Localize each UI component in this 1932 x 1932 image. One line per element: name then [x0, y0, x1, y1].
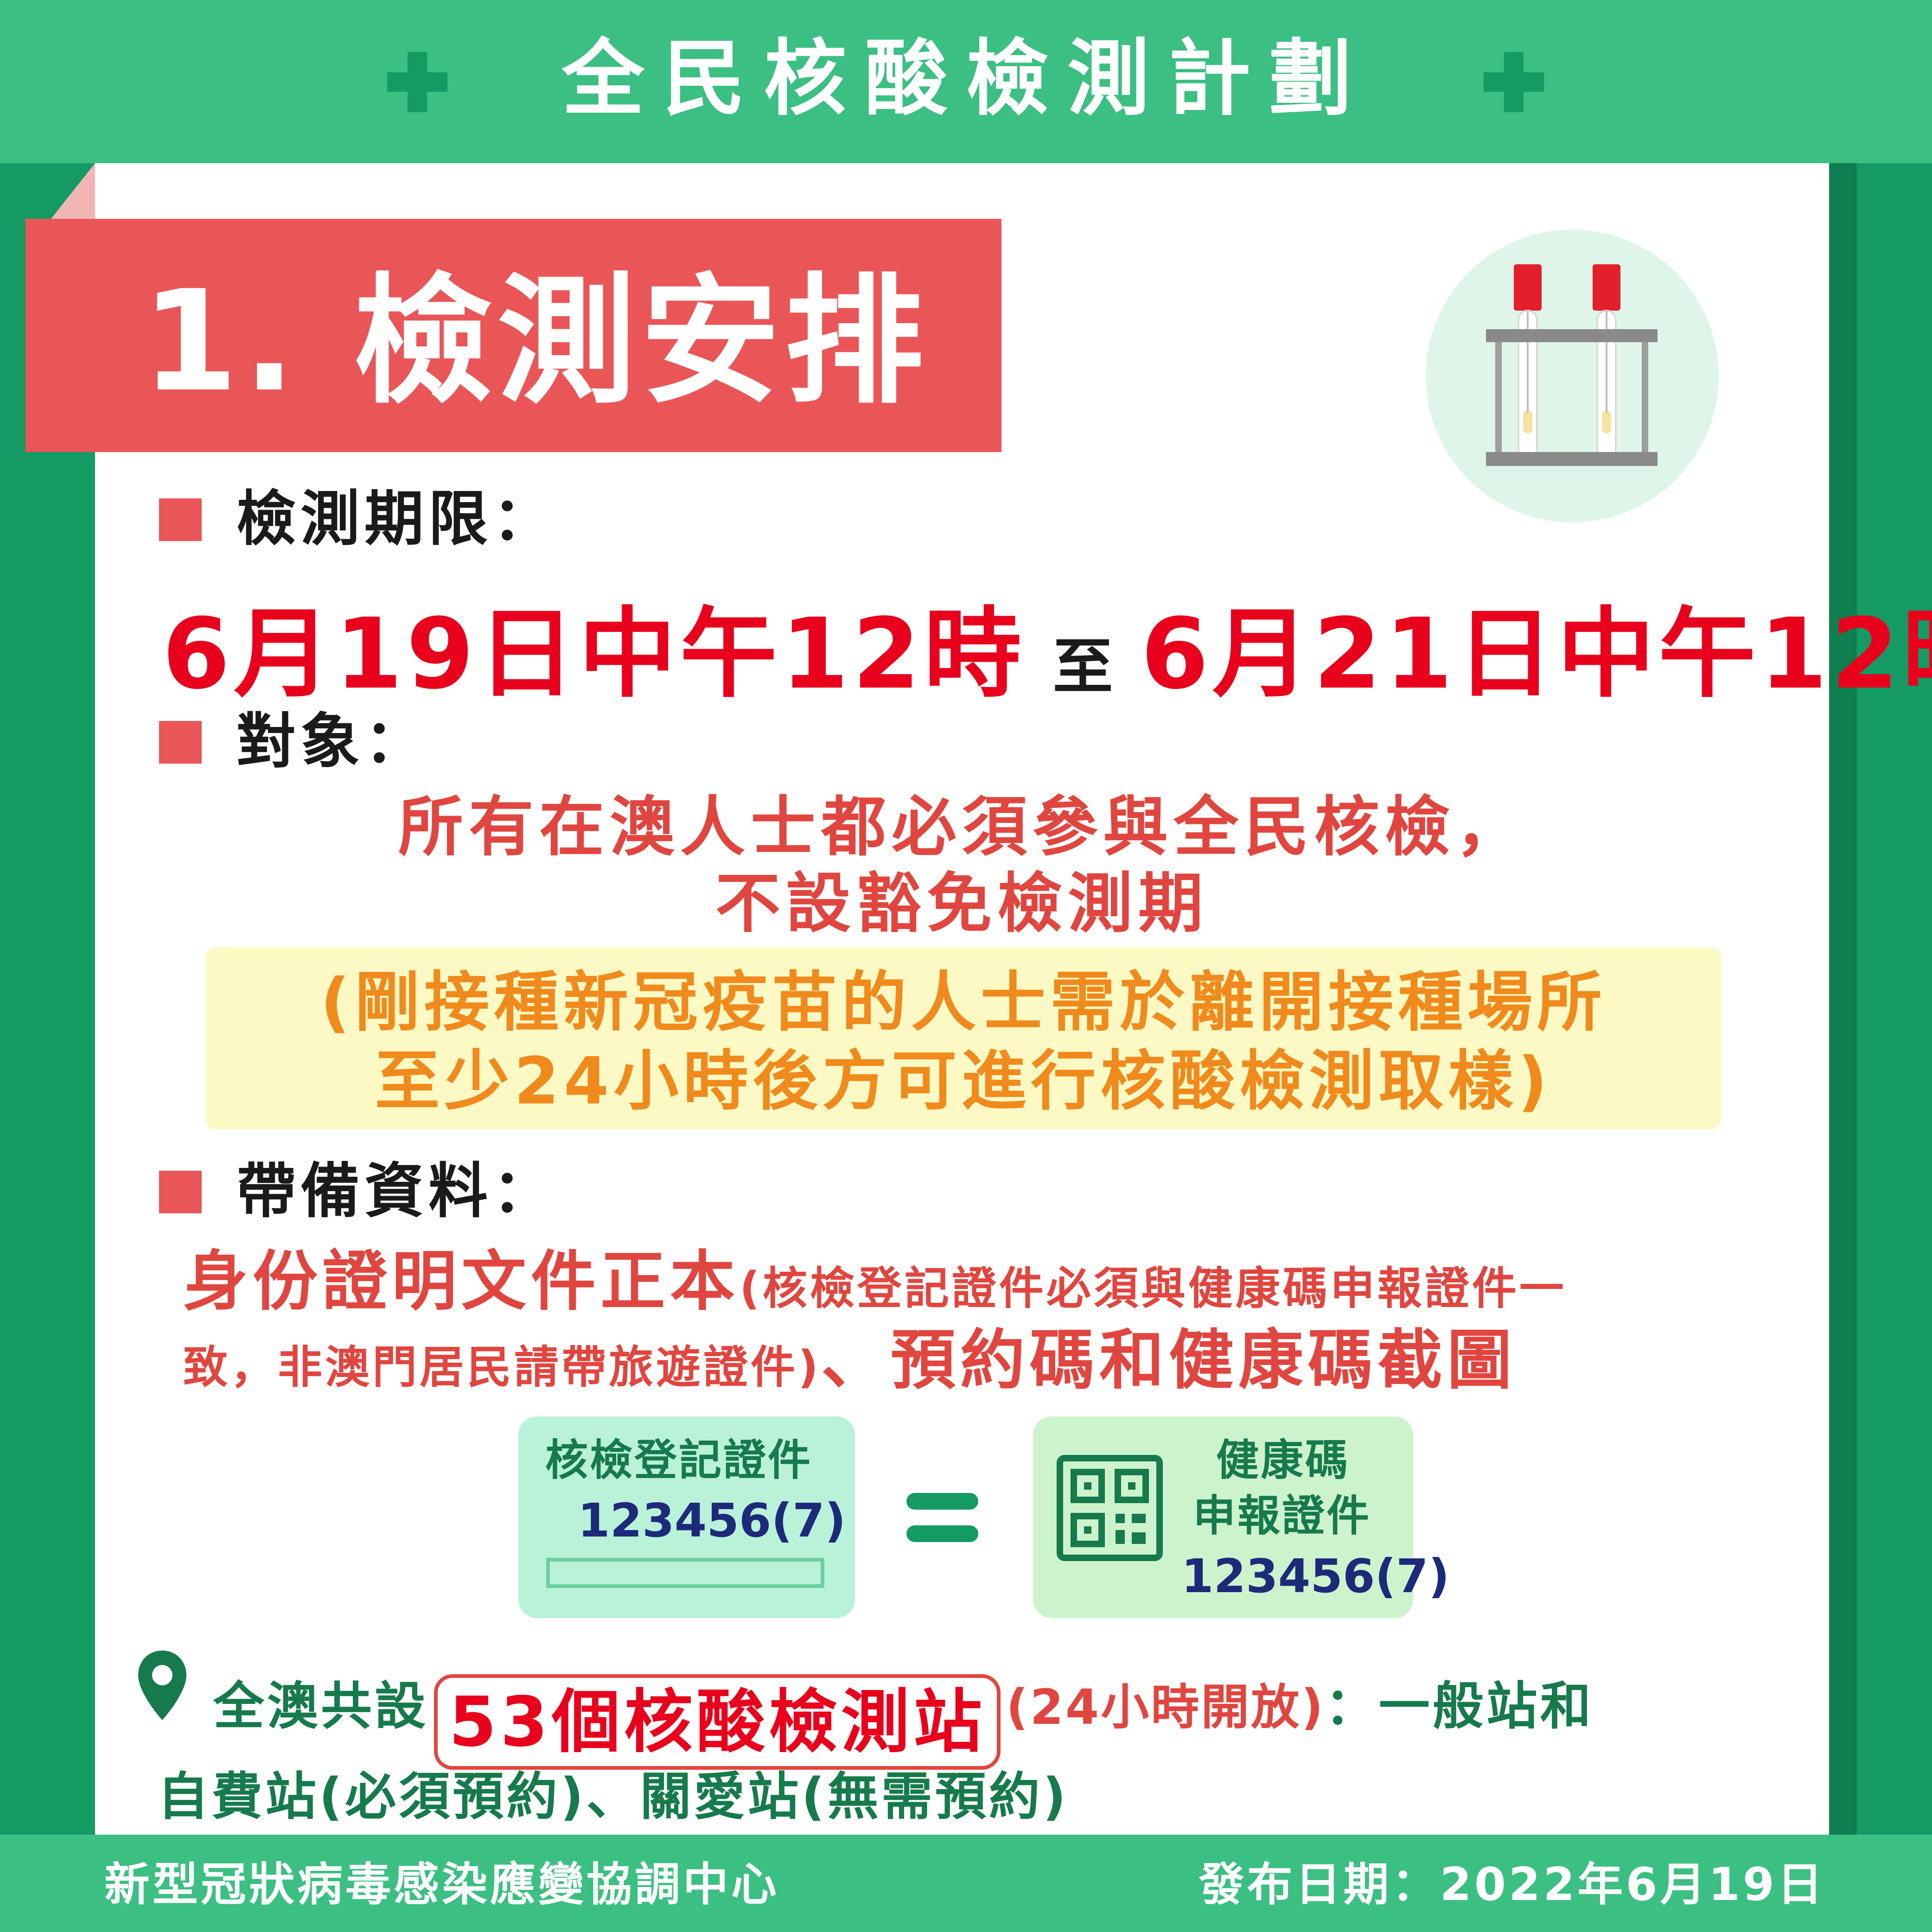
card-fold: [51, 163, 95, 219]
documents-tail: 預約碼和健康碼截圖: [890, 1323, 1517, 1398]
documents-detail-1: (核檢登記證件必須與健康碼申報證件一: [740, 1262, 1567, 1314]
period-connector: 至: [1052, 631, 1113, 702]
test-tube-rack-icon: [1426, 230, 1719, 523]
period-start: 6月19日中午12時: [162, 597, 1025, 711]
plus-icon: [387, 52, 447, 112]
documents-main: 身份證明文件正本: [183, 1244, 740, 1320]
location-pin-icon: [138, 1651, 186, 1720]
target-line-1: 所有在澳人士都必須參與全民核檢，: [398, 790, 1526, 865]
id-card-bar: [546, 1558, 824, 1588]
qr-code-icon: [1057, 1455, 1163, 1561]
section-banner: 1. 檢測安排: [26, 219, 1001, 452]
station-count: 53個核酸檢測站: [434, 1674, 1001, 1770]
publish-date: 發布日期：2022年6月19日: [1199, 1858, 1825, 1911]
header-bar: 全民核酸檢測計劃: [0, 0, 1932, 163]
health-code-card: 健康碼 申報證件 123456(7): [1033, 1416, 1449, 1618]
period-label: 檢測期限：: [236, 485, 557, 554]
documents-line-2: 致，非澳門居民請帶旅遊證件)、預約碼和健康碼截圖: [183, 1321, 1517, 1420]
registration-id-number: 123456(7): [578, 1493, 846, 1548]
bullet-marker: [159, 721, 202, 764]
target-label: 對象：: [236, 707, 429, 776]
note-line-1: (剛接種新冠疫苗的人士需於離開接種場所: [320, 965, 1607, 1040]
registration-id-card: 核檢登記證件 123456(7): [518, 1416, 855, 1618]
stations-line-1: 全澳共設 53個核酸檢測站 (24小時開放)：一般站和: [213, 1664, 1594, 1770]
page-title: 全民核酸檢測計劃: [561, 31, 1371, 127]
stations-prefix: 全澳共設: [213, 1677, 428, 1736]
documents-line-1: 身份證明文件正本(核檢登記證件必須與健康碼申報證件一: [183, 1243, 1567, 1341]
vaccination-note: (剛接種新冠疫苗的人士需於離開接種場所 至少24小時後方可進行核酸檢測取樣): [205, 947, 1722, 1129]
documents-detail-2: 致，非澳門居民請帶旅遊證件): [183, 1341, 821, 1393]
stations-line-2: 自費站(必須預約)、關愛站(無需預約): [158, 1767, 1069, 1826]
documents-separator: 、: [821, 1323, 891, 1398]
health-code-number: 123456(7): [1181, 1549, 1450, 1603]
note-line-2: 至少24小時後方可進行核酸檢測取樣): [375, 1044, 1552, 1119]
section-title: 1. 檢測安排: [141, 261, 929, 422]
bullet-marker: [159, 498, 202, 541]
stations-suffix: ：一般站和: [1325, 1677, 1594, 1736]
documents-label: 帶備資料：: [236, 1157, 557, 1226]
period-end: 6月21日中午12時: [1141, 597, 1932, 711]
health-code-title-2: 申報證件: [1193, 1491, 1371, 1541]
organization-name: 新型冠狀病毒感染應變協調中心: [104, 1858, 780, 1911]
footer-bar: 新型冠狀病毒感染應變協調中心 發布日期：2022年6月19日: [0, 1835, 1932, 1932]
bullet-marker: [159, 1171, 202, 1213]
stations-hours: (24小時開放): [1006, 1679, 1325, 1735]
health-code-title-1: 健康碼: [1216, 1435, 1350, 1485]
plus-icon: [1484, 52, 1544, 112]
card-shadow: [1829, 163, 1857, 1835]
equals-icon: [906, 1493, 978, 1544]
test-period: 6月19日中午12時至 6月21日中午12時: [162, 575, 1932, 711]
target-line-2: 不設豁免檢測期: [715, 866, 1209, 942]
registration-id-title: 核檢登記證件: [545, 1435, 813, 1485]
